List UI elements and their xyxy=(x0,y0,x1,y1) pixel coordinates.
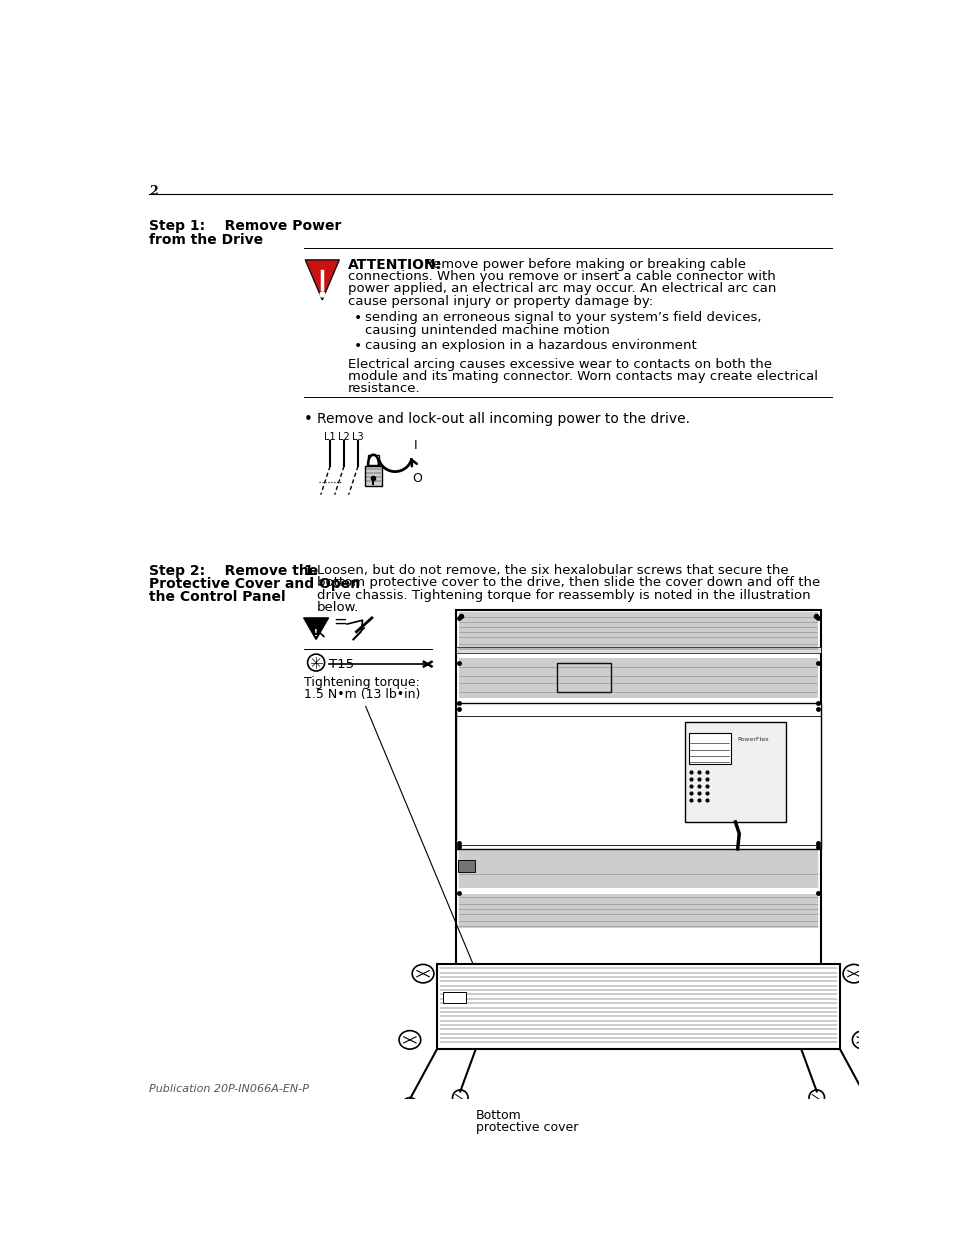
Ellipse shape xyxy=(412,965,434,983)
Ellipse shape xyxy=(852,1031,873,1049)
Text: Remove power before making or breaking cable: Remove power before making or breaking c… xyxy=(416,258,745,270)
Text: Step 2:    Remove the: Step 2: Remove the xyxy=(149,564,317,578)
Bar xyxy=(457,860,475,872)
Text: =: = xyxy=(333,613,347,631)
Text: L3: L3 xyxy=(352,431,363,442)
Text: Remove and lock-out all incoming power to the drive.: Remove and lock-out all incoming power t… xyxy=(316,412,689,426)
Bar xyxy=(436,965,840,1049)
Text: Protective Cover and Open: Protective Cover and Open xyxy=(149,577,359,592)
Text: connections. When you remove or insert a cable connector with: connections. When you remove or insert a… xyxy=(348,270,775,283)
Text: 2: 2 xyxy=(149,185,157,198)
Bar xyxy=(456,647,820,653)
Bar xyxy=(368,456,378,464)
Text: below.: below. xyxy=(316,601,359,614)
Text: Bottom: Bottom xyxy=(476,1109,521,1123)
Text: cause personal injury or property damage by:: cause personal injury or property damage… xyxy=(348,294,652,308)
Text: causing unintended machine motion: causing unintended machine motion xyxy=(365,324,609,337)
Text: O: O xyxy=(412,472,421,484)
Text: bottom protective cover to the drive, then slide the cover down and off the: bottom protective cover to the drive, th… xyxy=(316,577,820,589)
Bar xyxy=(456,703,820,848)
Text: resistance.: resistance. xyxy=(348,383,420,395)
Polygon shape xyxy=(305,259,339,300)
Text: L2: L2 xyxy=(337,431,350,442)
Bar xyxy=(684,721,785,823)
Text: protective cover: protective cover xyxy=(476,1120,578,1134)
Text: Loosen, but do not remove, the six hexalobular screws that secure the: Loosen, but do not remove, the six hexal… xyxy=(316,564,788,577)
Text: Step 1:    Remove Power: Step 1: Remove Power xyxy=(149,219,341,233)
Text: !: ! xyxy=(314,629,317,637)
Text: 1.: 1. xyxy=(303,564,318,578)
Bar xyxy=(456,610,820,988)
Bar xyxy=(365,466,381,487)
Text: •: • xyxy=(354,340,362,353)
Text: sending an erroneous signal to your system’s field devices,: sending an erroneous signal to your syst… xyxy=(365,311,760,325)
Text: ATTENTION:: ATTENTION: xyxy=(348,258,441,272)
Text: PowerFlex: PowerFlex xyxy=(737,737,769,742)
Text: I: I xyxy=(414,440,416,452)
Text: the Control Panel: the Control Panel xyxy=(149,590,285,604)
Ellipse shape xyxy=(842,965,863,983)
Polygon shape xyxy=(303,618,328,640)
Text: Publication 20P-IN066A-EN-P: Publication 20P-IN066A-EN-P xyxy=(149,1084,309,1094)
Ellipse shape xyxy=(398,1031,420,1049)
Text: •: • xyxy=(303,412,313,427)
Text: Tightening torque:: Tightening torque: xyxy=(303,677,419,689)
Text: module and its mating connector. Worn contacts may create electrical: module and its mating connector. Worn co… xyxy=(348,370,817,383)
Bar xyxy=(557,662,611,692)
Bar xyxy=(443,992,466,1003)
Text: •: • xyxy=(354,311,362,326)
Text: drive chassis. Tightening torque for reassembly is noted in the illustration: drive chassis. Tightening torque for rea… xyxy=(316,589,810,601)
Text: T15: T15 xyxy=(329,658,354,671)
Text: causing an explosion in a hazardous environment: causing an explosion in a hazardous envi… xyxy=(365,340,696,352)
Text: L1: L1 xyxy=(324,431,335,442)
Text: power applied, an electrical arc may occur. An electrical arc can: power applied, an electrical arc may occ… xyxy=(348,282,776,295)
Text: 1.5 N•m (13 lb•in): 1.5 N•m (13 lb•in) xyxy=(303,688,419,701)
Text: from the Drive: from the Drive xyxy=(149,233,262,247)
Text: Electrical arcing causes excessive wear to contacts on both the: Electrical arcing causes excessive wear … xyxy=(348,358,771,370)
Bar xyxy=(688,734,731,764)
